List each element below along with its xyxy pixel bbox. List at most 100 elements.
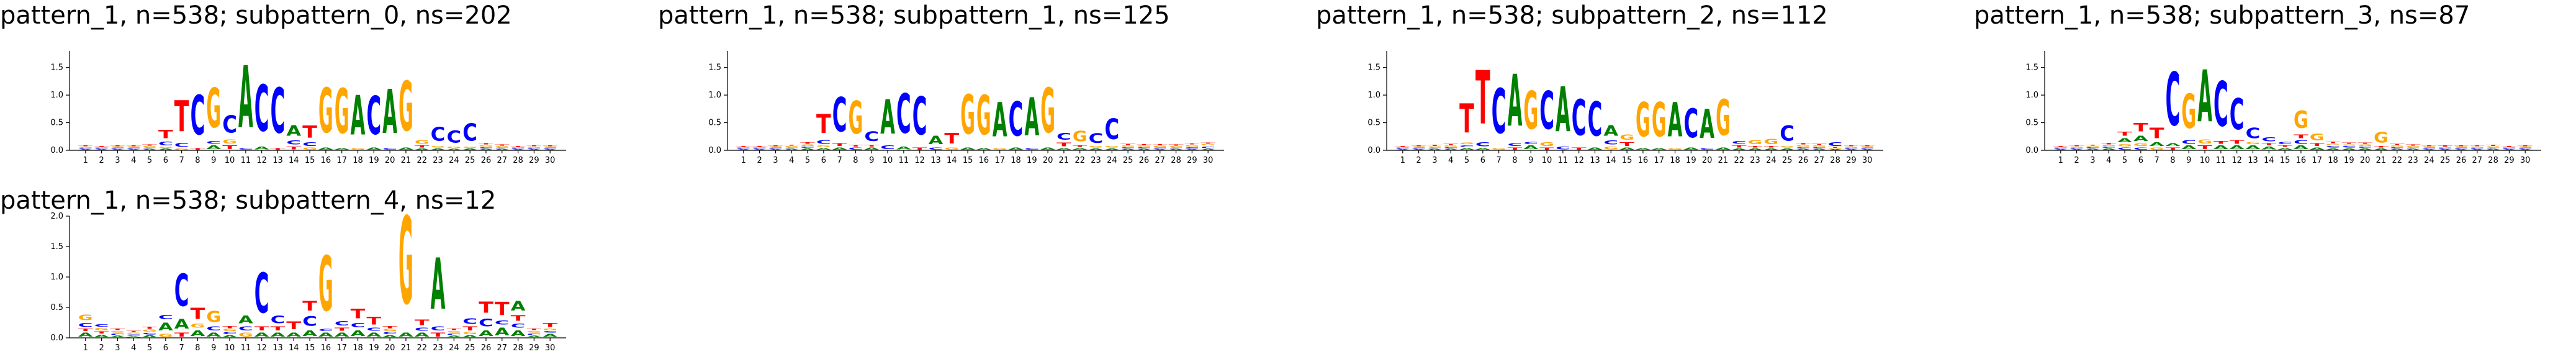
logo-letter-A: A <box>960 147 975 150</box>
logo-letter-A: A <box>1796 148 1811 150</box>
logo-letter-G: G <box>158 333 173 338</box>
logo-letter-T: T <box>479 143 493 145</box>
logo-letter-A: A <box>993 93 1007 148</box>
x-tick-label: 6 <box>1480 156 1485 165</box>
logo-letter-T: T <box>2326 142 2341 144</box>
x-tick-label: 9 <box>211 343 216 353</box>
logo-letter-C: C <box>382 332 397 335</box>
logo-letter-G: G <box>768 147 783 148</box>
x-tick-label: 26 <box>2456 156 2467 165</box>
logo-letter-C: C <box>1492 77 1506 148</box>
x-tick-label: 4 <box>2106 156 2111 165</box>
logo-letter-G: G <box>1636 93 1651 148</box>
logo-letter-C: C <box>752 148 767 150</box>
logo-letter-A: A <box>2069 149 2084 150</box>
x-tick-label: 11 <box>899 156 909 165</box>
logo-letter-C: C <box>382 148 397 150</box>
logo-letter-G: G <box>1395 147 1410 148</box>
x-tick-label: 22 <box>417 343 427 353</box>
logo-letter-A: A <box>302 329 318 338</box>
x-tick-label: 19 <box>1027 156 1037 165</box>
logo-letter-A: A <box>784 148 799 150</box>
logo-letter-C: C <box>335 320 349 327</box>
logo-letter-T: T <box>944 130 959 147</box>
logo-letter-A: A <box>238 49 253 148</box>
logo-letter-T: T <box>2310 143 2325 147</box>
logo-letter-C: C <box>1844 148 1859 150</box>
logo-letter-G: G <box>1459 142 1474 145</box>
y-tick-label: 1.5 <box>708 63 721 73</box>
logo-letter-A: A <box>1748 148 1763 150</box>
logo-letter-A: A <box>142 148 157 150</box>
logo-letter-T: T <box>431 332 446 338</box>
logo-letter-C: C <box>527 148 542 150</box>
logo-letter-C: C <box>784 148 799 149</box>
logo-letter-A: A <box>1668 93 1683 148</box>
logo-letter-A: A <box>2181 145 2197 150</box>
x-tick-label: 25 <box>465 156 475 165</box>
logo-letter-A: A <box>1040 147 1055 150</box>
logo-letter-A: A <box>1200 148 1215 150</box>
logo-letter-G: G <box>784 146 799 148</box>
logo-letter-C: C <box>2166 58 2181 143</box>
logo-letter-A: A <box>446 335 461 338</box>
logo-letter-C: C <box>1812 147 1827 149</box>
logo-letter-T: T <box>382 325 397 329</box>
logo-letter-T: T <box>1428 145 1443 147</box>
x-tick-label: 9 <box>211 156 216 165</box>
logo-letter-G: G <box>318 76 333 147</box>
x-tick-label: 21 <box>401 156 412 165</box>
x-tick-label: 6 <box>821 156 826 165</box>
logo-letter-T: T <box>527 328 542 330</box>
logo-letter-G: G <box>944 147 959 150</box>
x-tick-label: 28 <box>2488 156 2498 165</box>
logo-letter-G: G <box>1603 146 1618 150</box>
logo-letter-C: C <box>126 334 141 336</box>
x-tick-label: 16 <box>2296 156 2307 165</box>
x-tick-label: 27 <box>2472 156 2483 165</box>
logo-letter-A: A <box>2294 145 2309 150</box>
logo-panel-0: pattern_1, n=538; subpattern_0, ns=202 0.… <box>0 1 566 165</box>
logo-letter-A: A <box>335 332 350 338</box>
logo-letter-A: A <box>1009 147 1024 150</box>
logo-letter-A: A <box>1153 149 1168 150</box>
logo-letter-C: C <box>1796 147 1811 149</box>
logo-letter-G: G <box>1539 142 1554 147</box>
logo-letter-G: G <box>142 329 157 332</box>
logo-letter-C: C <box>415 327 430 332</box>
logo-letter-T: T <box>2101 143 2116 145</box>
x-tick-label: 29 <box>2504 156 2515 165</box>
logo-letter-G: G <box>849 92 863 144</box>
logo-letter-A: A <box>2213 145 2229 150</box>
logo-letter-C: C <box>2486 148 2501 149</box>
logo-letter-A: A <box>271 332 286 338</box>
logo-letter-C: C <box>511 148 526 150</box>
logo-letter-A: A <box>495 325 510 338</box>
x-tick-label: 29 <box>529 156 539 165</box>
logo-letter-G: G <box>2421 147 2436 148</box>
logo-letter-A: A <box>415 332 430 338</box>
x-tick-label: 21 <box>2376 156 2387 165</box>
y-tick-label: 1.5 <box>2025 63 2038 73</box>
logo-letter-G: G <box>2358 144 2372 147</box>
logo-letter-A: A <box>2454 149 2469 150</box>
logo-letter-T: T <box>784 145 799 146</box>
logo-letter-C: C <box>1056 131 1071 142</box>
logo-letter-T: T <box>286 320 301 332</box>
x-tick-label: 13 <box>930 156 941 165</box>
logo-letter-G: G <box>2133 143 2148 147</box>
logo-letter-G: G <box>1185 145 1200 147</box>
logo-letter-A: A <box>1636 148 1651 150</box>
logo-letter-A: A <box>2197 56 2212 138</box>
x-tick-label: 5 <box>147 343 152 353</box>
logo-letter-G: G <box>2053 147 2068 148</box>
logo-letter-A: A <box>2086 148 2101 150</box>
logo-letter-A: A <box>238 314 253 326</box>
logo-letter-T: T <box>286 146 301 150</box>
logo-letter-G: G <box>752 147 767 148</box>
x-tick-label: 15 <box>2280 156 2290 165</box>
logo-letter-T: T <box>2213 140 2228 145</box>
logo-letter-C: C <box>366 327 381 332</box>
logo-letter-A: A <box>1120 148 1135 150</box>
logo-letter-T: T <box>1120 143 1135 145</box>
